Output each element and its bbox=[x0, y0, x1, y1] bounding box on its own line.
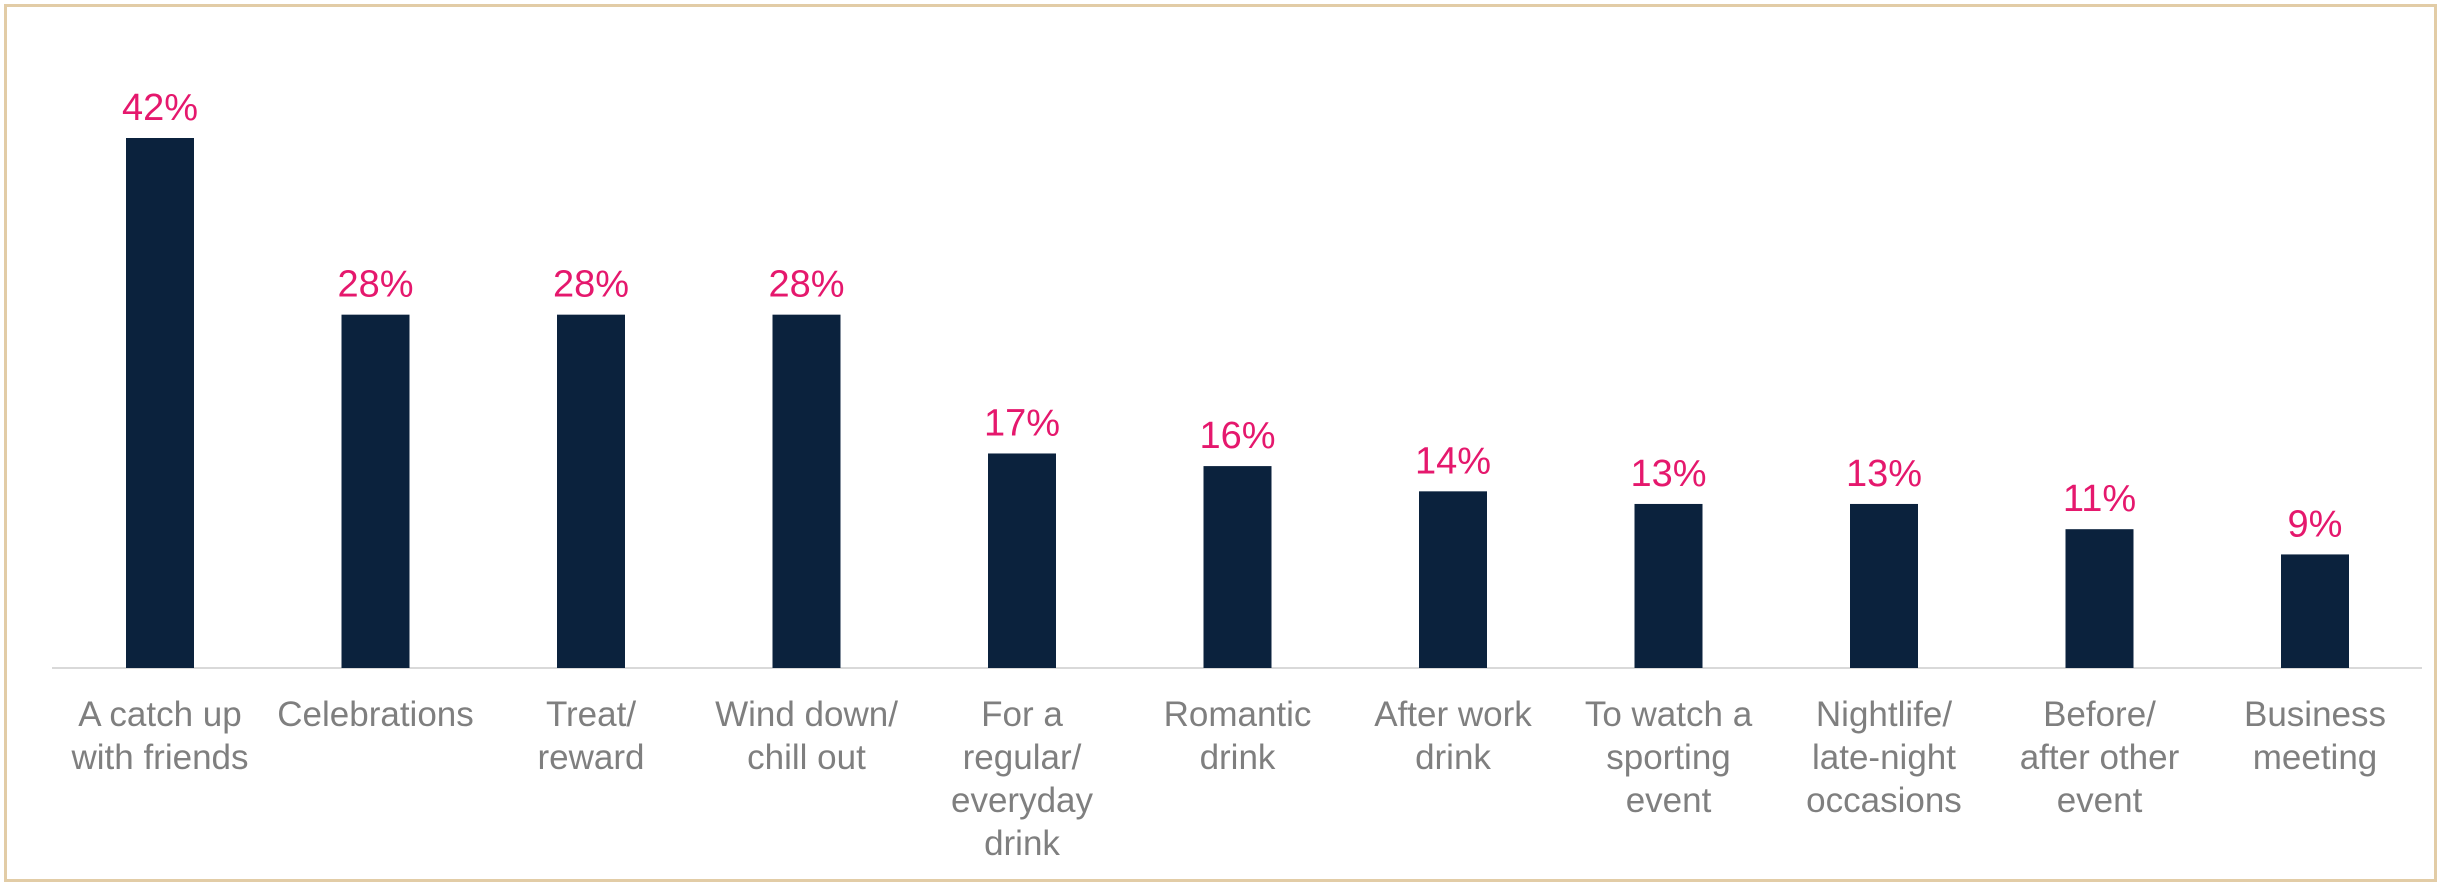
data-label-7: 14% bbox=[1415, 440, 1491, 482]
bar-2 bbox=[341, 314, 410, 668]
bar-5 bbox=[988, 453, 1056, 668]
bar-3 bbox=[557, 314, 625, 668]
bar-10 bbox=[2065, 529, 2134, 668]
data-label-1: 42% bbox=[122, 87, 198, 129]
bar-4 bbox=[772, 314, 841, 668]
data-label-3: 28% bbox=[553, 264, 629, 306]
data-label-10: 11% bbox=[2063, 478, 2136, 520]
category-label-3: Treat/reward bbox=[538, 695, 645, 777]
category-label-1: A catch up with friends bbox=[70, 695, 248, 777]
category-label-5: For a regular/everyday drink bbox=[951, 695, 1094, 863]
category-label-2: Celebrations bbox=[277, 695, 474, 734]
data-label-5: 17% bbox=[984, 402, 1060, 444]
bar-7 bbox=[1419, 491, 1487, 668]
data-labels-group: 42% 28% 28% 28% 17% 16% 14% 13% 13% 11% 9% bbox=[122, 87, 2342, 545]
bar-8 bbox=[1634, 503, 1703, 668]
data-label-6: 16% bbox=[1199, 415, 1275, 457]
category-label-9: Nightlife/late-night occasions bbox=[1806, 695, 1962, 820]
category-label-10: Before/after other event bbox=[2020, 695, 2180, 820]
data-label-9: 13% bbox=[1846, 453, 1922, 495]
bars-group bbox=[126, 138, 2349, 668]
bar-9 bbox=[1850, 503, 1918, 668]
category-label-6: Romantic drink bbox=[1164, 695, 1312, 777]
category-label-4: Wind down/chill out bbox=[715, 695, 898, 777]
bar-1 bbox=[126, 138, 194, 668]
bar-11 bbox=[2281, 554, 2349, 668]
data-label-11: 9% bbox=[2288, 503, 2343, 545]
category-label-11: Business meeting bbox=[2244, 695, 2386, 777]
data-label-2: 28% bbox=[337, 264, 413, 306]
category-label-7: After work drink bbox=[1374, 695, 1532, 777]
data-label-4: 28% bbox=[768, 264, 844, 306]
data-label-8: 13% bbox=[1630, 453, 1706, 495]
bar-6 bbox=[1203, 466, 1272, 668]
category-labels-group: A catch up with friends Celebrations Treat/… bbox=[70, 695, 2386, 863]
category-label-8: To watch a sporting event bbox=[1585, 695, 1753, 820]
